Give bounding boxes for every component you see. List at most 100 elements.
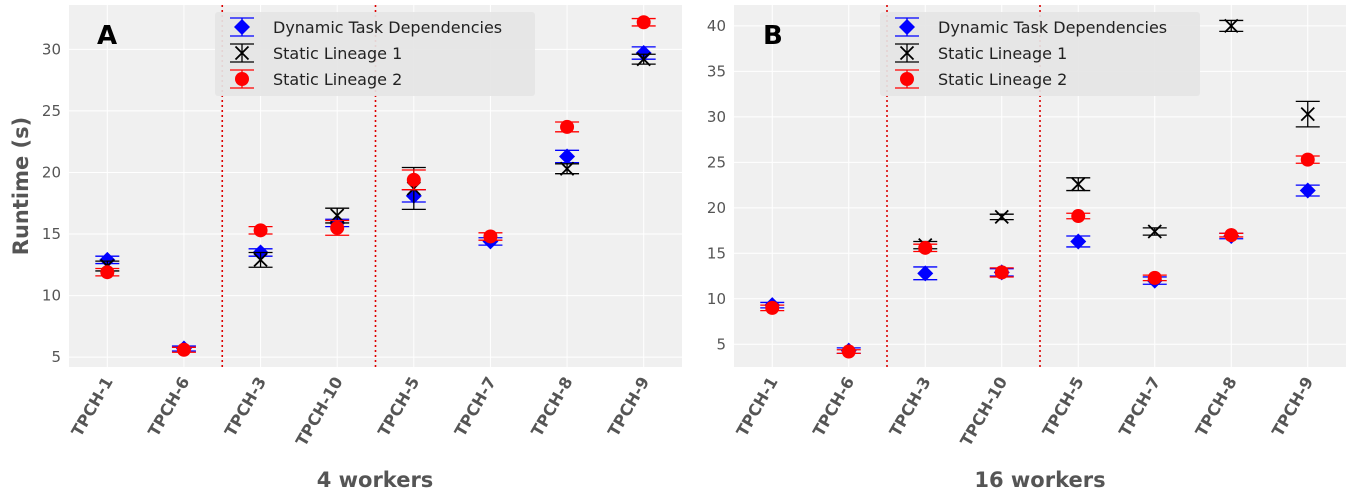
circle-marker: [994, 265, 1009, 280]
x-point-tpch-8: [555, 161, 580, 176]
y-tick-label: 15: [42, 225, 61, 243]
x-marker: [1147, 224, 1162, 239]
y-tick-label: 10: [42, 287, 61, 305]
x-tick-label: TPCH-3: [885, 374, 934, 440]
circle-marker: [1071, 209, 1086, 224]
x-marker: [559, 161, 575, 176]
circle-point-tpch-10: [325, 219, 350, 236]
panel-b-x-ticks: TPCH-1 TPCH-6 TPCH-3 TPCH-10 TPCH-5 TPCH-7 TPC…: [732, 374, 1317, 450]
legend-box: [215, 12, 535, 96]
circle-marker: [176, 342, 191, 357]
circle-point-tpch-9: [631, 15, 656, 30]
panel-a-y-axis-label: Runtime (s): [9, 117, 33, 255]
circle-marker: [100, 265, 115, 280]
circle-point-tpch-5: [401, 169, 426, 191]
circle-point-tpch-3: [913, 240, 938, 255]
circle-point-tpch-6: [836, 344, 861, 359]
legend-label: Dynamic Task Dependencies: [938, 18, 1167, 37]
legend-diamond-marker: [899, 19, 915, 35]
circle-marker: [330, 220, 345, 235]
diamond-point-tpch-3: [913, 265, 938, 282]
x-point-tpch-9: [1295, 100, 1320, 128]
y-tick-label: 20: [707, 199, 726, 217]
y-tick-label: 5: [716, 335, 726, 353]
circle-marker: [253, 223, 268, 238]
diamond-point-tpch-9: [1295, 182, 1320, 199]
circle-marker: [765, 300, 780, 315]
panel-a-y-ticks: 5 10 15 20 25 30: [42, 40, 61, 366]
legend-circle-marker: [235, 72, 249, 86]
legend-label: Static Lineage 1: [938, 44, 1067, 63]
legend-entry: Dynamic Task Dependencies: [895, 17, 1167, 37]
x-tick-label: TPCH-5: [1038, 374, 1087, 440]
y-tick-label: 20: [42, 163, 61, 181]
circle-marker: [560, 119, 575, 134]
y-tick-label: 25: [707, 153, 726, 171]
x-tick-label: TPCH-6: [144, 374, 193, 440]
legend-box: [880, 12, 1200, 96]
panel-a-letter: A: [97, 21, 117, 51]
legend-label: Static Lineage 2: [938, 70, 1067, 89]
circle-marker: [841, 344, 856, 359]
legend-entry: Static Lineage 2: [895, 69, 1067, 89]
x-tick-label: TPCH-10: [956, 374, 1011, 450]
x-tick-label: TPCH-7: [1115, 374, 1164, 440]
x-marker: [1071, 177, 1086, 192]
panel-b-y-ticks: 5 10 15 20 25 30 35 40: [707, 17, 726, 353]
x-tick-label: TPCH-8: [527, 374, 576, 440]
circle-marker: [1147, 270, 1162, 285]
circle-marker: [1300, 152, 1315, 167]
panel-b-letter: B: [763, 21, 783, 51]
x-marker: [253, 252, 268, 268]
x-point-tpch-5: [1066, 177, 1091, 192]
y-tick-label: 40: [707, 17, 726, 35]
legend-x-marker: [234, 45, 250, 61]
y-tick-label: 35: [707, 62, 726, 80]
legend-label: Dynamic Task Dependencies: [273, 18, 502, 37]
circle-point-tpch-6: [171, 342, 196, 357]
y-tick-label: 10: [707, 290, 726, 308]
x-point-tpch-7: [1142, 224, 1167, 239]
circle-marker: [483, 229, 498, 244]
circle-point-tpch-8: [1219, 228, 1244, 243]
x-tick-label: TPCH-9: [604, 374, 653, 440]
legend-label: Static Lineage 1: [273, 44, 402, 63]
diamond-point-tpch-8: [555, 148, 580, 165]
diamond-marker: [917, 265, 934, 282]
circle-point-tpch-7: [1142, 270, 1167, 285]
panel-a-marks: [95, 15, 656, 357]
x-tick-label: TPCH-9: [1268, 374, 1317, 440]
x-tick-label: TPCH-5: [374, 374, 423, 440]
y-tick-label: 5: [51, 348, 61, 366]
y-tick-label: 25: [42, 102, 61, 120]
circle-point-tpch-10: [989, 265, 1014, 280]
x-marker: [636, 52, 651, 67]
diamond-marker: [559, 148, 576, 165]
x-point-tpch-3: [248, 251, 273, 268]
y-tick-label: 30: [42, 40, 61, 58]
legend-diamond-marker: [234, 19, 250, 35]
panel-a: 5 10 15 20 25 30 TPCH-1 TPCH-6 TPCH-3 TPCH-10 TPC…: [9, 5, 682, 492]
x-point-tpch-8: [1219, 18, 1244, 34]
circle-marker: [918, 240, 933, 255]
diamond-marker: [1299, 182, 1316, 199]
panel-b-x-axis-label: 16 workers: [974, 468, 1105, 492]
x-marker: [1224, 18, 1239, 34]
circle-marker: [1224, 228, 1239, 243]
x-tick-label: TPCH-10: [292, 374, 347, 450]
diamond-marker: [99, 251, 116, 268]
panel-b-grid: [734, 5, 1346, 367]
circle-point-tpch-5: [1066, 209, 1091, 224]
circle-point-tpch-9: [1295, 152, 1320, 167]
circle-point-tpch-1: [95, 265, 120, 280]
x-tick-label: TPCH-8: [1191, 374, 1240, 440]
circle-point-tpch-8: [555, 119, 580, 134]
x-tick-label: TPCH-1: [68, 374, 117, 440]
x-tick-label: TPCH-3: [221, 374, 270, 440]
x-point-tpch-9: [631, 52, 656, 67]
diamond-point-tpch-5: [1066, 233, 1091, 250]
panel-b-legend: Dynamic Task Dependencies Static Lineage …: [880, 12, 1200, 96]
legend-entry: Static Lineage 1: [895, 43, 1067, 63]
